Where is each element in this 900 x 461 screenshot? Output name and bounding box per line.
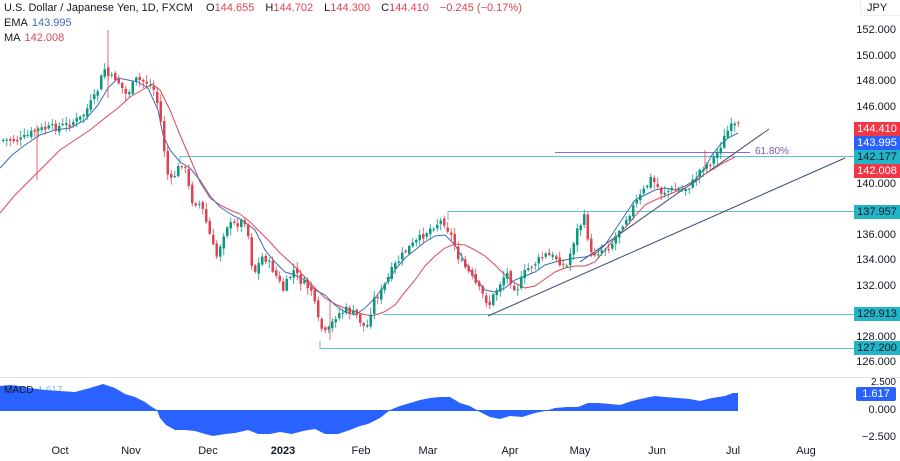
high-key: H (265, 2, 274, 14)
macd-legend-value: 1.617 (37, 385, 63, 396)
macd-value-tag: 1.617 (856, 387, 896, 401)
time-tick: Mar (418, 445, 438, 457)
time-tick: Apr (501, 445, 519, 457)
legend-ma-row[interactable]: MA 142.008 (4, 31, 530, 46)
time-tick: Aug (796, 445, 816, 457)
open-value: 144.655 (214, 2, 255, 14)
horizontal-lines[interactable] (180, 156, 858, 349)
chart-legend: U.S. Dollar / Japanese Yen, 1D, FXCM O14… (4, 1, 530, 46)
close-key: C (381, 2, 390, 14)
macd-tick: 2.500 (870, 377, 896, 388)
price-tick: 134.000 (856, 254, 896, 266)
macd-tick: 0.000 (868, 404, 896, 416)
low-key: L (324, 2, 331, 14)
last-price-tag: 144.410 (854, 122, 900, 136)
fib-level-label: 61.80% (755, 146, 789, 157)
price-tick: 146.000 (856, 101, 896, 113)
price-tick: 150.000 (856, 50, 896, 62)
ma-line[interactable] (0, 83, 736, 317)
price-tick: 148.000 (856, 75, 896, 87)
price-tick: 152.000 (856, 24, 896, 36)
ma-price-tag: 142.008 (854, 164, 900, 178)
ma-label: MA (4, 32, 21, 44)
time-tick: May (569, 445, 591, 457)
close-value: 144.410 (389, 2, 429, 14)
high-value: 144.702 (273, 2, 314, 14)
legend-symbol-row[interactable]: U.S. Dollar / Japanese Yen, 1D, FXCM O14… (4, 1, 530, 16)
trendlines[interactable] (487, 128, 846, 317)
time-tick: Feb (351, 445, 371, 457)
ema-value: 143.995 (31, 17, 72, 29)
change-value: −0.245 (−0.17%) (439, 2, 522, 14)
price-tick: 128.000 (856, 331, 896, 343)
ma-value: 142.008 (24, 32, 65, 44)
time-tick: Jun (648, 445, 666, 457)
macd-tick: −2.500 (862, 431, 896, 443)
currency-button[interactable]: JPY (860, 0, 900, 16)
hline-price-tag: 127.200 (854, 341, 900, 355)
time-tick: Dec (198, 445, 218, 457)
symbol-title: U.S. Dollar / Japanese Yen, 1D, FXCM (4, 2, 193, 14)
hline-price-tag: 129.913 (854, 307, 900, 321)
time-tick: Oct (51, 445, 69, 457)
candlesticks[interactable] (2, 30, 740, 340)
ema-label: EMA (4, 17, 28, 29)
low-value: 144.300 (330, 2, 371, 14)
ema-price-tag: 143.995 (854, 136, 900, 150)
open-key: O (206, 2, 215, 14)
price-tick: 126.000 (856, 356, 896, 368)
time-tick: Nov (121, 445, 141, 457)
legend-ema-row[interactable]: EMA 143.995 (4, 16, 530, 31)
macd-label: MACD (4, 385, 34, 396)
time-tick: 2023 (270, 445, 296, 457)
price-tick: 132.000 (856, 280, 896, 292)
hline-price-tag: 142.177 (854, 150, 900, 164)
macd-legend[interactable]: MACD 1.617 (4, 385, 62, 396)
price-tick: 140.000 (856, 178, 896, 190)
hline-price-tag: 137.957 (854, 205, 900, 219)
price-tick: 136.000 (856, 229, 896, 241)
time-tick: Jul (725, 445, 741, 457)
